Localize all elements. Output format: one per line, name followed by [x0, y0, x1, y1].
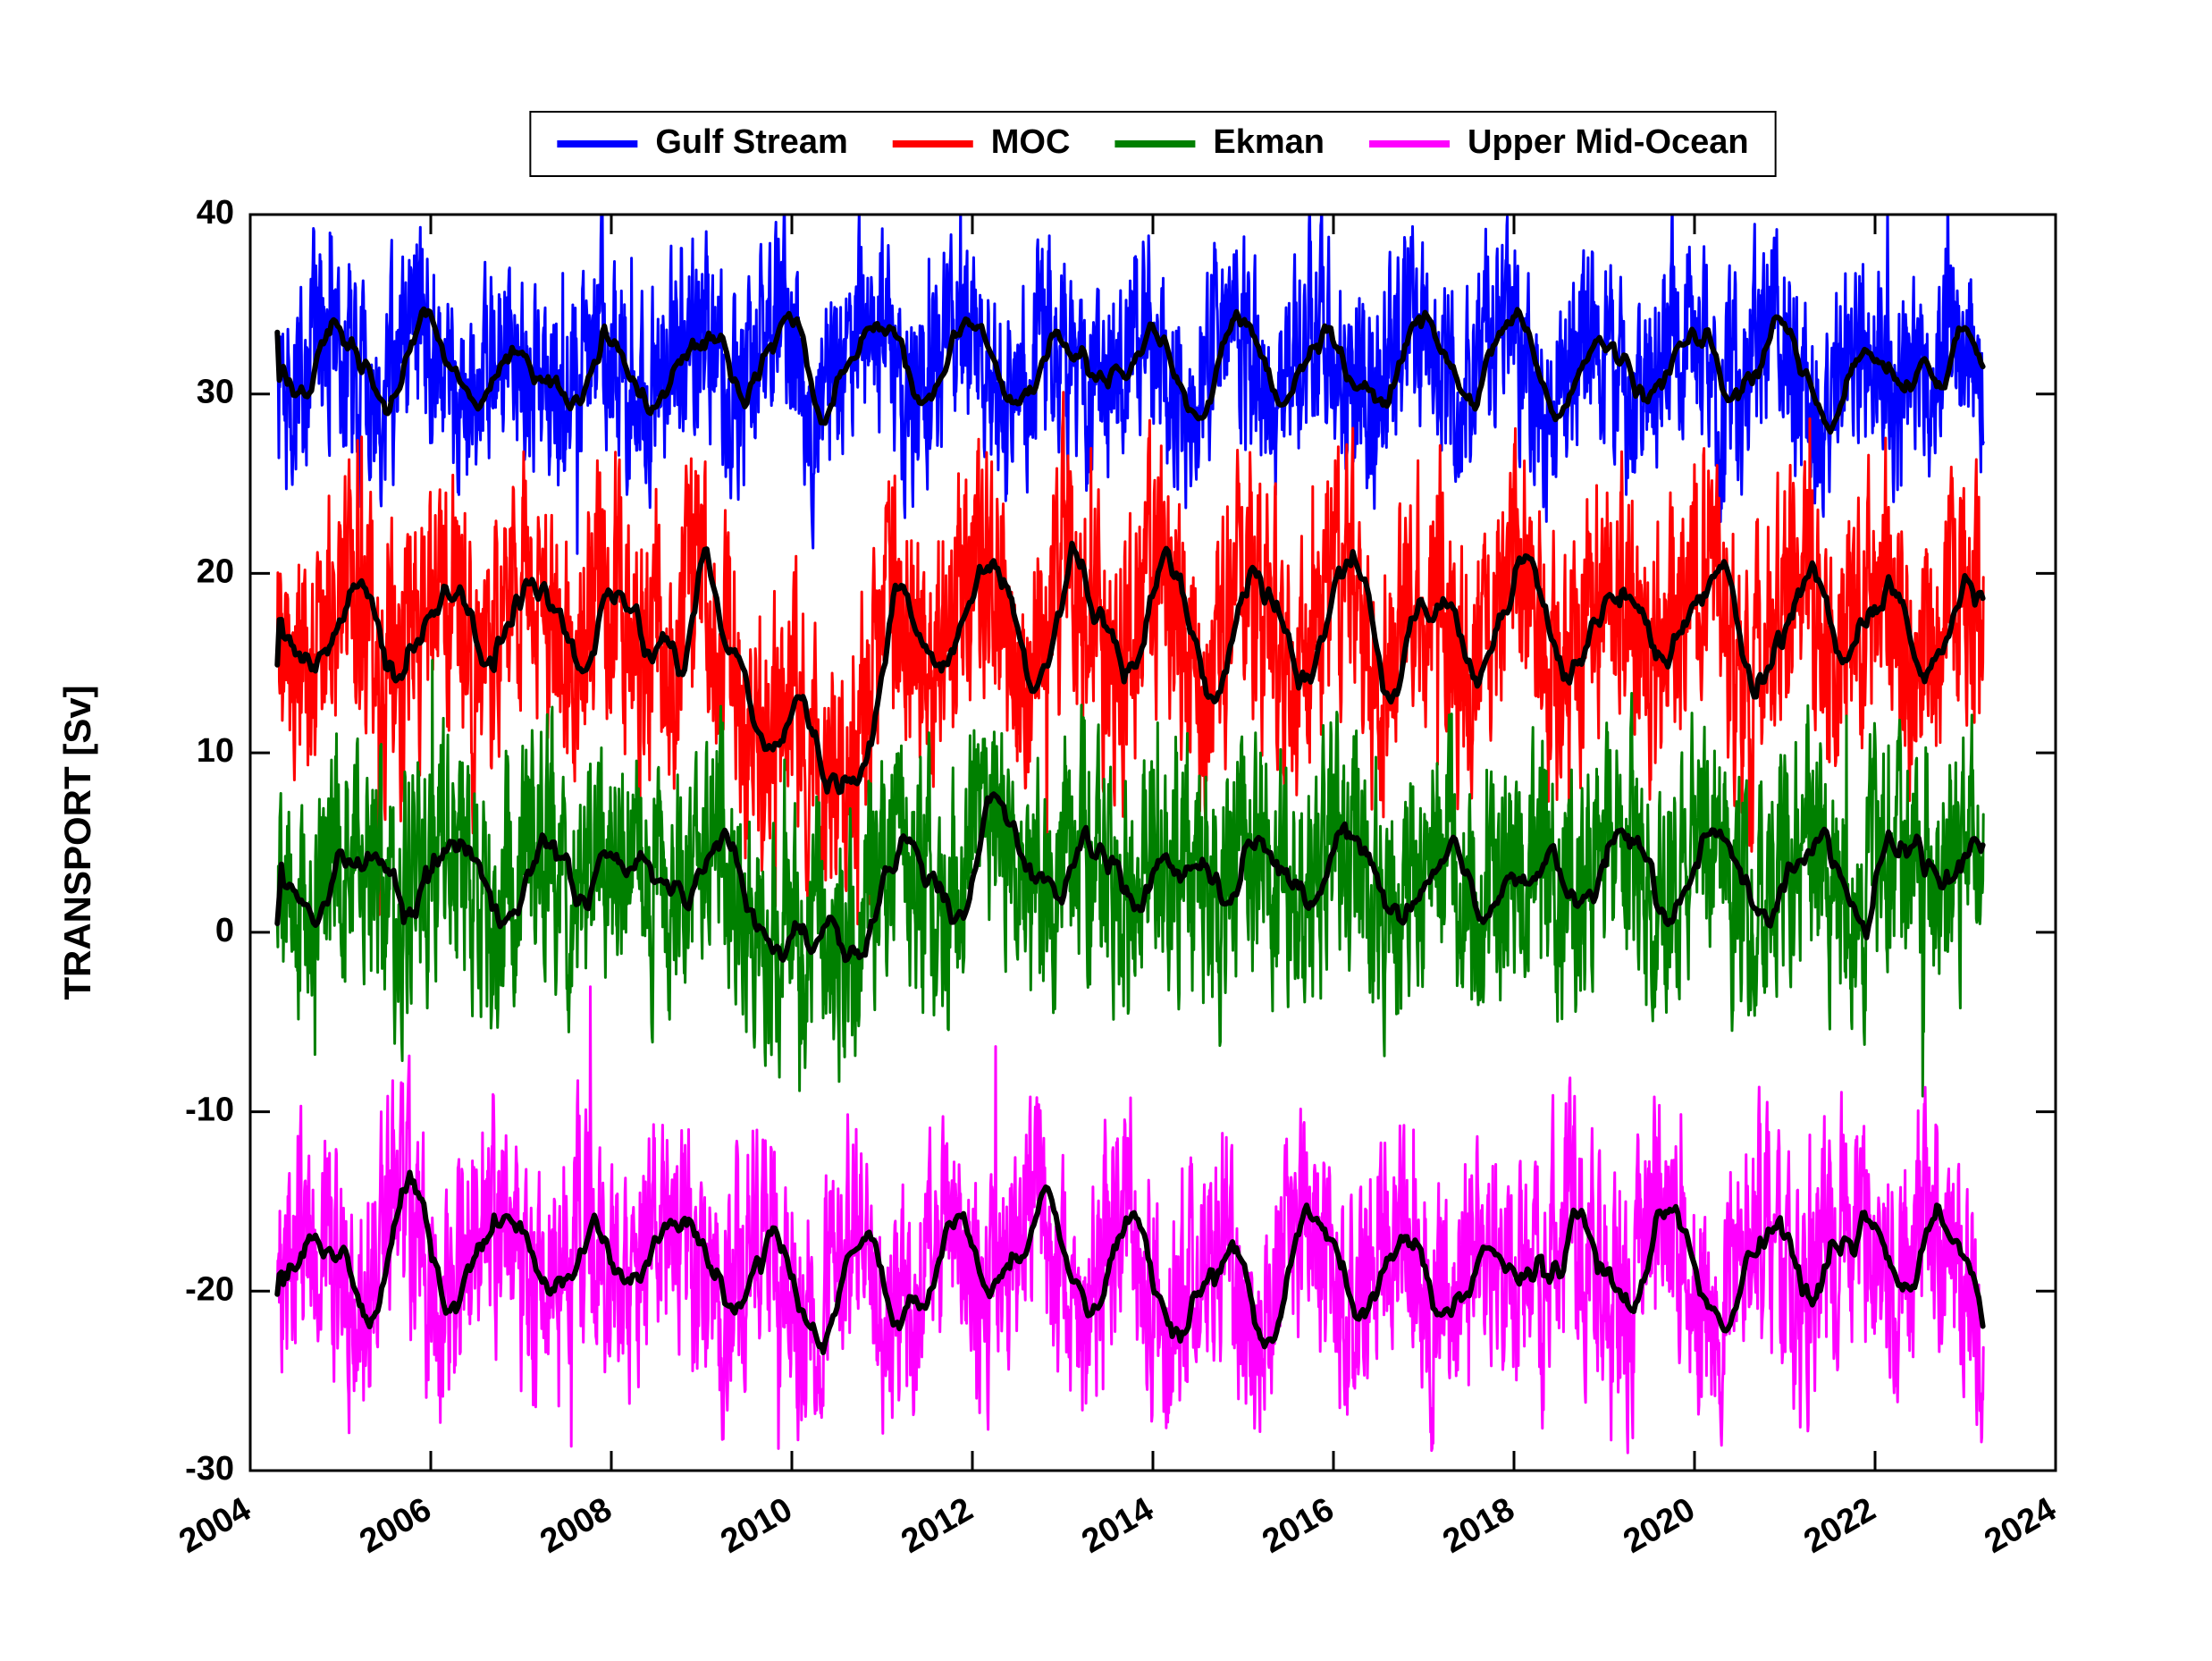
ytick-label: -30 [185, 1450, 234, 1488]
legend-label: Upper Mid-Ocean [1468, 123, 1749, 161]
y-axis-label: TRANSPORT [Sv] [56, 685, 98, 999]
ytick-label: 40 [197, 194, 234, 232]
transport-timeseries-chart: -30-20-100102030402004200620082010201220… [0, 0, 2212, 1661]
legend-label: Gulf Stream [655, 123, 847, 161]
ytick-label: 10 [197, 732, 234, 770]
legend: Gulf Stream MOC Ekman Upper Mid-Ocean [530, 112, 1775, 176]
ytick-label: 20 [197, 552, 234, 590]
ytick-label: -10 [185, 1092, 234, 1129]
ytick-label: -20 [185, 1270, 234, 1308]
legend-label: Ekman [1213, 123, 1325, 161]
chart-svg: -30-20-100102030402004200620082010201220… [0, 0, 2212, 1661]
legend-label: MOC [991, 123, 1071, 161]
ytick-label: 0 [215, 912, 234, 949]
ytick-label: 30 [197, 374, 234, 411]
